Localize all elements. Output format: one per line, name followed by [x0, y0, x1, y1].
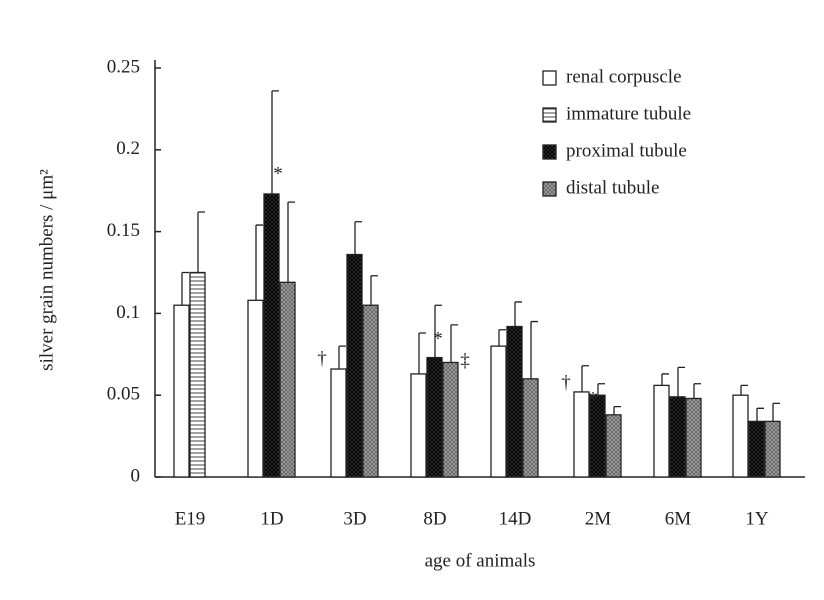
- legend-swatch: [542, 107, 557, 123]
- bar: [522, 378, 539, 478]
- error-bar: [181, 271, 189, 306]
- error-bar: [450, 324, 458, 363]
- bar: [346, 253, 363, 478]
- error-bar: [434, 304, 442, 358]
- y-tick-label: 0.1: [116, 302, 140, 323]
- bar: [247, 299, 264, 478]
- legend-swatch: [542, 144, 557, 160]
- legend-label: immature tubule: [566, 103, 691, 124]
- x-tick-label: 6M: [665, 508, 692, 529]
- error-bar: [514, 301, 522, 327]
- error-bar: [530, 320, 538, 379]
- bar: [410, 373, 427, 478]
- annotation: *: [588, 388, 598, 409]
- bar: [173, 304, 190, 478]
- x-tick-label: 3D: [343, 508, 366, 529]
- bar: [685, 397, 702, 478]
- error-bar: [740, 384, 748, 396]
- annotation: †: [561, 372, 571, 393]
- error-bar: [661, 373, 669, 386]
- error-bar: [287, 201, 295, 283]
- x-tick-label: 1Y: [745, 508, 769, 529]
- legend-label: distal tubule: [566, 177, 659, 198]
- error-bar: [756, 407, 764, 422]
- error-bar: [597, 383, 605, 396]
- error-bar: [338, 345, 346, 370]
- x-tick-label: 1D: [260, 508, 283, 529]
- y-tick-label: 0.2: [116, 138, 140, 159]
- bar: [263, 193, 280, 478]
- error-bar: [354, 221, 362, 255]
- bar: [362, 304, 379, 478]
- x-tick-label: 14D: [499, 508, 532, 529]
- legend-swatch: [542, 70, 557, 86]
- error-bar: [693, 383, 701, 399]
- error-bar: [255, 224, 263, 301]
- x-tick-label: 2M: [585, 508, 612, 529]
- y-tick-label: 0.05: [107, 384, 140, 405]
- error-bar: [418, 332, 426, 374]
- error-bar: [772, 402, 780, 422]
- bar: [605, 414, 622, 478]
- error-bar: [581, 365, 589, 392]
- y-tick-label: 0: [131, 465, 141, 486]
- x-tick-label: E19: [175, 508, 206, 529]
- annotation: ‡: [460, 350, 470, 371]
- legend-label: renal corpuscle: [566, 66, 682, 87]
- bar: [653, 384, 670, 478]
- bar: [189, 271, 206, 478]
- bar: [748, 420, 765, 478]
- error-bar: [498, 329, 506, 347]
- bar: [490, 345, 507, 478]
- error-bar: [370, 275, 378, 306]
- bar: [732, 394, 749, 478]
- bar: [279, 281, 296, 478]
- y-tick-label: 0.15: [107, 220, 140, 241]
- error-bar: [197, 211, 205, 273]
- annotation: †: [317, 348, 327, 369]
- annotation: *: [273, 163, 283, 184]
- error-bar: [271, 90, 279, 194]
- y-tick-label: 0.25: [107, 56, 140, 77]
- bar: [426, 356, 443, 478]
- error-bar: [677, 366, 685, 397]
- bar: [573, 391, 590, 478]
- x-axis-label: age of animals: [425, 550, 536, 571]
- bar: [330, 368, 347, 478]
- bar: [764, 420, 781, 478]
- error-bar: [613, 406, 621, 415]
- bar: [506, 325, 523, 478]
- x-tick-label: 8D: [423, 508, 446, 529]
- legend-label: proximal tubule: [566, 140, 687, 161]
- y-axis-label: silver grain numbers / μm²: [36, 169, 57, 371]
- bar: [442, 361, 459, 478]
- annotation: *: [433, 328, 443, 349]
- bar: [669, 396, 686, 478]
- legend-swatch: [542, 181, 557, 197]
